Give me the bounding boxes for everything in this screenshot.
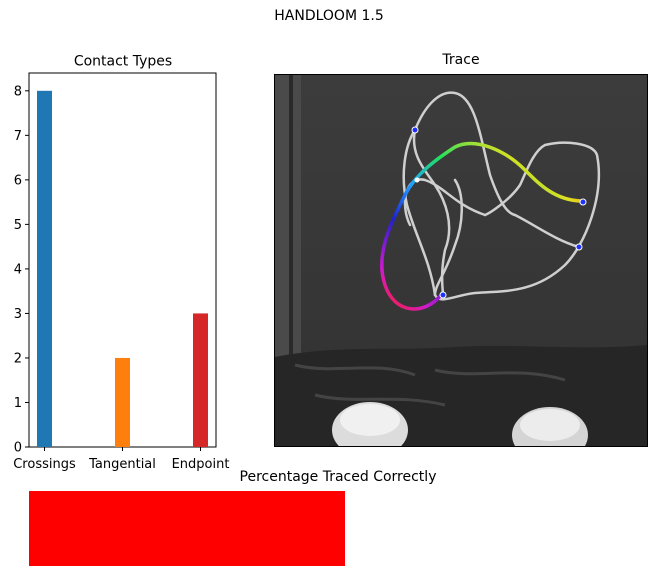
y-tick-label: 1 <box>14 396 22 411</box>
y-tick-label: 8 <box>14 84 22 99</box>
trace-image <box>275 75 647 446</box>
endpoint-marker-2 <box>579 198 587 206</box>
cloth-wrinkles <box>294 363 566 407</box>
contact-types-chart: Contact Types 0 1 2 3 4 5 6 7 8 Crossings Tangenti… <box>13 54 230 473</box>
endpoint-marker-4 <box>439 291 447 299</box>
trace-image-panel <box>274 74 648 447</box>
bar-endpoint <box>193 313 208 447</box>
right-shoe-toe <box>520 409 580 441</box>
trace-title: Trace <box>442 52 480 68</box>
bar-tangential <box>115 357 130 447</box>
crossing-marker <box>414 177 420 183</box>
left-shoe-toe <box>340 404 400 436</box>
figure-title: HANDLOOM 1.5 <box>274 8 384 24</box>
cable-trace <box>402 91 601 301</box>
endpoint-marker-3 <box>575 243 583 251</box>
percentage-title: Percentage Traced Correctly <box>239 469 437 485</box>
traced-segment <box>380 141 583 311</box>
left-wall-edge <box>289 75 293 446</box>
x-tick-label: Endpoint <box>172 457 230 472</box>
y-tick-label: 7 <box>14 129 22 144</box>
y-tick-label: 6 <box>14 173 22 188</box>
y-tick-label: 5 <box>14 218 22 233</box>
percentage-bar-fill <box>29 491 345 566</box>
endpoint-marker-1 <box>411 126 419 134</box>
x-tick-label: Tangential <box>88 457 156 472</box>
bar-crossings <box>37 90 52 448</box>
y-tick-label: 4 <box>14 262 22 277</box>
percentage-bar <box>29 491 629 566</box>
x-tick-label: Crossings <box>13 457 76 472</box>
y-tick-label: 3 <box>14 307 22 322</box>
contact-types-title: Contact Types <box>74 54 172 70</box>
cloth-fabric <box>275 345 647 446</box>
y-tick-label: 2 <box>14 351 22 366</box>
y-tick-label: 0 <box>14 441 22 456</box>
